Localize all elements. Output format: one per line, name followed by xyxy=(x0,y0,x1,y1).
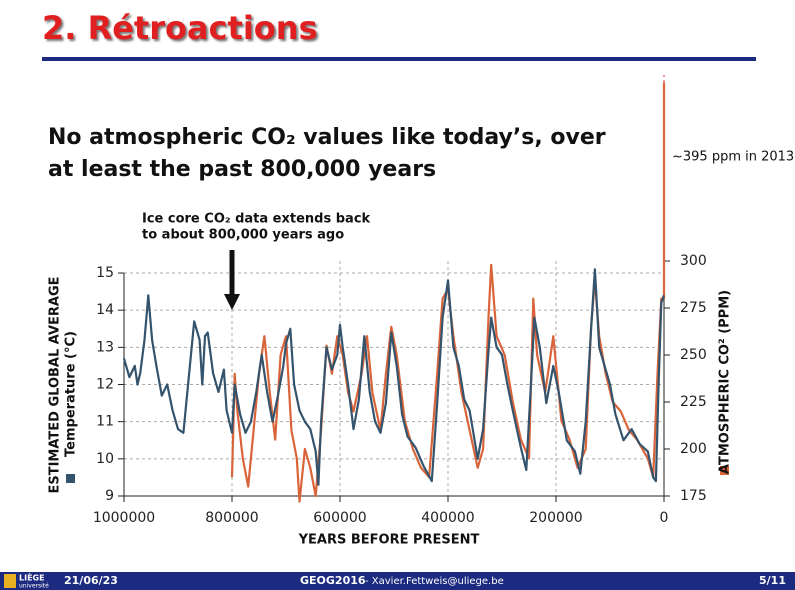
chart-title: No atmospheric CO₂ values like today’s, … xyxy=(48,125,606,150)
title-rule xyxy=(42,57,756,61)
annotation: ~395 ppm in 2013 xyxy=(672,150,794,165)
y-axis-label: ESTIMATED GLOBAL AVERAGE xyxy=(48,276,63,493)
y2-tick-label: 225 xyxy=(680,394,707,410)
x-axis-label: YEARS BEFORE PRESENT xyxy=(298,533,480,548)
annotation: to about 800,000 years ago xyxy=(142,228,344,243)
x-tick-label: 800000 xyxy=(205,510,258,526)
y2-tick-label: 300 xyxy=(680,253,707,269)
footer-page: 5/11 xyxy=(759,574,786,587)
footer-date: 21/06/23 xyxy=(64,574,118,587)
series-line xyxy=(122,268,666,486)
logo: LIÈGE xyxy=(19,572,45,583)
y2-tick-label: 275 xyxy=(680,300,707,316)
x-tick-label: 0 xyxy=(660,510,669,526)
y-tick-label: 13 xyxy=(96,339,114,355)
chart-title: at least the past 800,000 years xyxy=(48,157,436,182)
y2-tick-label: 250 xyxy=(680,347,707,363)
plot: 9 10 11 12 13 14 15 175 200 225 250 275 300 1000000 80… xyxy=(93,75,707,526)
arrow-head xyxy=(224,294,240,310)
y-tick-label: 14 xyxy=(96,302,114,318)
y2-axis-label: ATMOSPHERIC CO² (PPM) xyxy=(718,290,733,474)
legend-swatch xyxy=(720,466,729,475)
y-tick-label: 10 xyxy=(96,451,114,467)
slide-title: 2. Rétroactions xyxy=(42,9,318,47)
legend-swatch xyxy=(66,474,75,483)
footer-course: GEOG2016 xyxy=(300,574,366,587)
annotation: Ice core CO₂ data extends back xyxy=(142,212,371,227)
y2-tick-label: 200 xyxy=(680,441,707,457)
logo-mark xyxy=(4,574,16,588)
y-tick-label: 11 xyxy=(96,414,114,430)
y-tick-label: 15 xyxy=(96,265,114,281)
x-tick-label: 600000 xyxy=(313,510,366,526)
footer-bar xyxy=(0,572,795,590)
y2-tick-label: 175 xyxy=(680,488,707,504)
logo: université xyxy=(19,583,49,590)
y-tick-label: 12 xyxy=(96,377,114,393)
footer-author: - Xavier.Fettweis@uliege.be xyxy=(365,576,504,587)
x-tick-label: 400000 xyxy=(421,510,474,526)
x-tick-label: 1000000 xyxy=(93,510,155,526)
x-tick-label: 200000 xyxy=(529,510,582,526)
y-axis-label: Temperature (°C) xyxy=(64,331,79,457)
y-tick-label: 9 xyxy=(105,488,114,504)
